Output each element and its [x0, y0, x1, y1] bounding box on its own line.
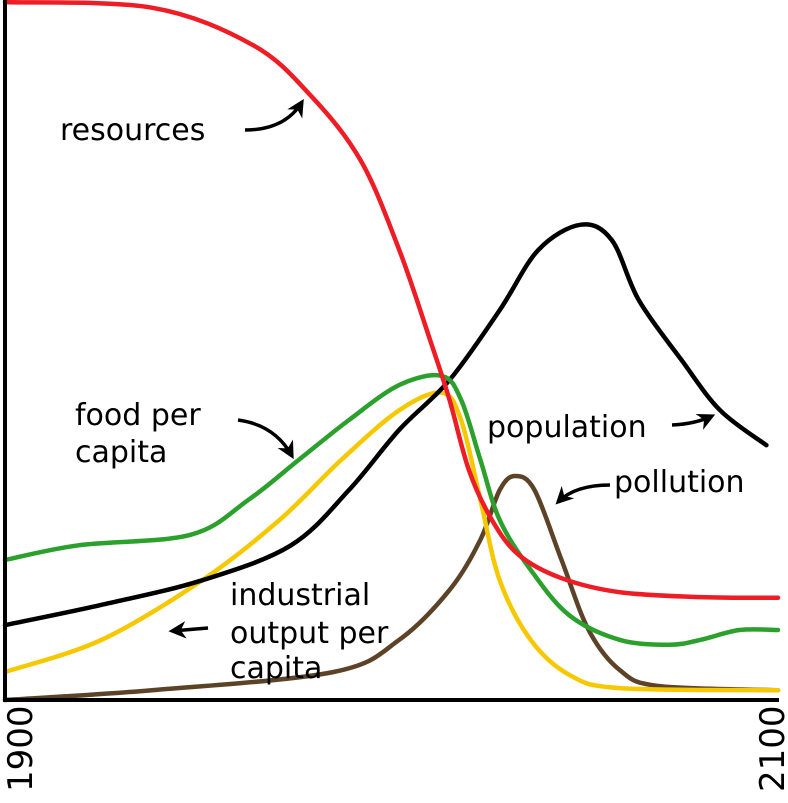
arrow-food-icon: [237, 418, 294, 460]
series-line-food-per-capita: [2, 373, 781, 647]
label-population: population: [487, 410, 647, 445]
label-pollution: pollution: [614, 465, 745, 500]
series-line-population: [2, 222, 769, 628]
label-industrial-line3: capita: [230, 651, 322, 686]
series-line-pollution: [2, 473, 781, 703]
x-tick-label-1900: 1900: [1, 705, 41, 792]
arrow-industrial-icon: [168, 621, 209, 639]
label-industrial-line2: output per: [230, 616, 389, 651]
series-layer: [2, 0, 781, 703]
label-resources: resources: [60, 113, 205, 148]
label-food-line2: capita: [75, 435, 167, 470]
arrow-resources-icon: [244, 99, 304, 132]
x-tick-label-2100: 2100: [753, 705, 788, 792]
label-food-line1: food per: [75, 398, 201, 433]
label-industrial-line1: industrial: [230, 578, 370, 613]
series-line-resources: [2, 0, 781, 601]
arrow-population-icon: [671, 414, 716, 430]
arrow-pollution-icon: [555, 483, 611, 505]
